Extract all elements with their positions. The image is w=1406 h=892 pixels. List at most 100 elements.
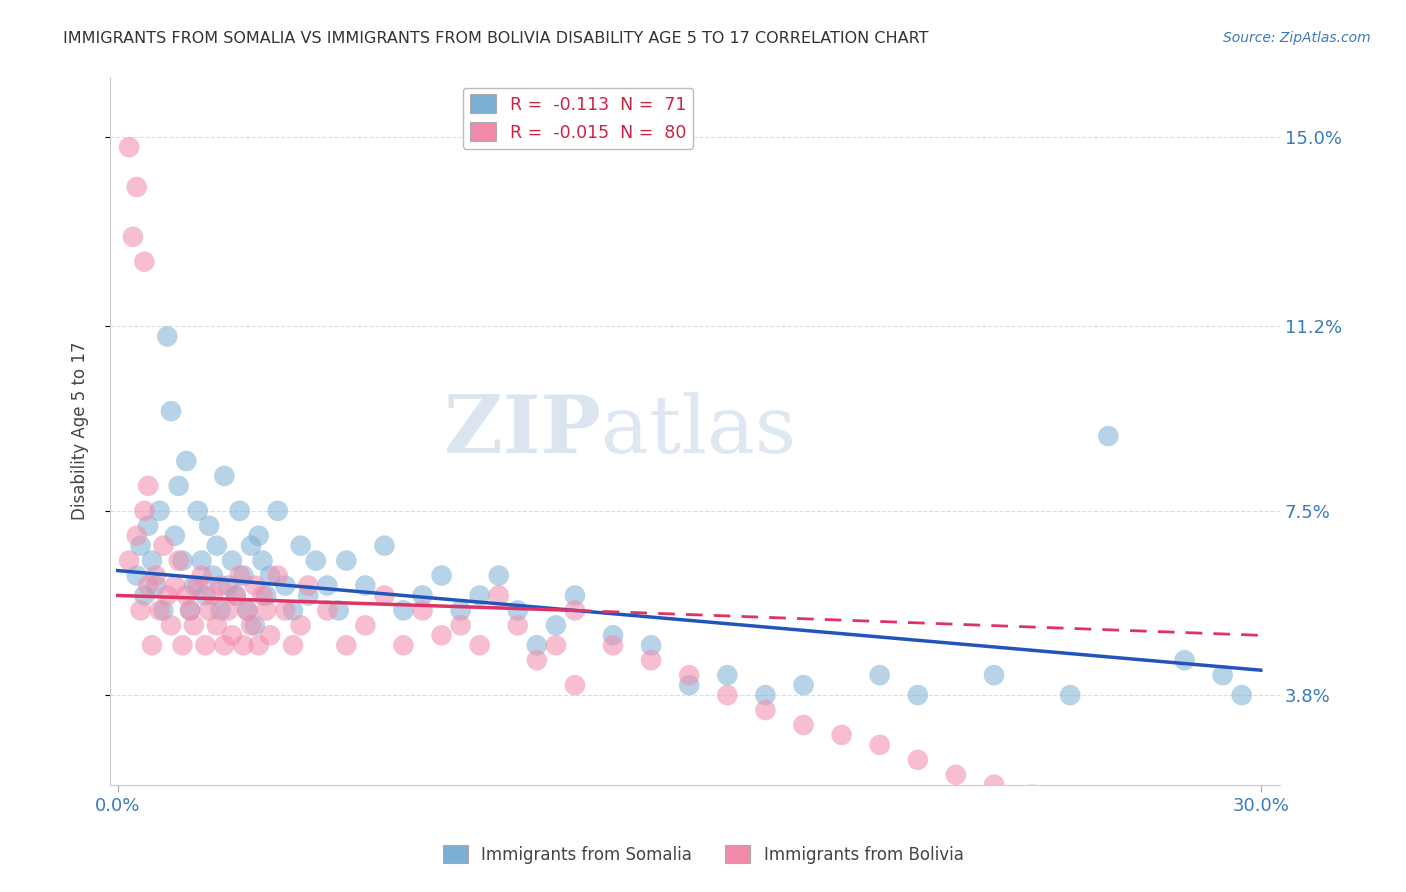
Point	[354, 618, 377, 632]
Point	[190, 568, 212, 582]
Point	[506, 603, 529, 617]
Point	[793, 718, 815, 732]
Y-axis label: Disability Age 5 to 17: Disability Age 5 to 17	[72, 342, 89, 520]
Point	[281, 603, 304, 617]
Point	[232, 638, 254, 652]
Point	[240, 618, 263, 632]
Point	[544, 618, 567, 632]
Point	[149, 603, 172, 617]
Point	[373, 589, 395, 603]
Point	[129, 539, 152, 553]
Point	[145, 578, 167, 592]
Point	[217, 603, 239, 617]
Point	[373, 539, 395, 553]
Point	[412, 589, 434, 603]
Point	[183, 578, 205, 592]
Point	[907, 753, 929, 767]
Point	[564, 603, 586, 617]
Point	[129, 603, 152, 617]
Point	[335, 553, 357, 567]
Point	[983, 778, 1005, 792]
Point	[526, 653, 548, 667]
Point	[468, 589, 491, 603]
Point	[187, 578, 209, 592]
Point	[167, 553, 190, 567]
Point	[243, 618, 266, 632]
Point	[793, 678, 815, 692]
Point	[198, 603, 221, 617]
Point	[134, 589, 156, 603]
Point	[907, 688, 929, 702]
Point	[190, 553, 212, 567]
Point	[136, 479, 159, 493]
Point	[328, 603, 350, 617]
Text: atlas: atlas	[602, 392, 796, 470]
Point	[450, 618, 472, 632]
Point	[252, 589, 274, 603]
Point	[1059, 803, 1081, 817]
Point	[297, 589, 319, 603]
Point	[564, 678, 586, 692]
Point	[125, 529, 148, 543]
Point	[983, 668, 1005, 682]
Point	[392, 603, 415, 617]
Point	[174, 589, 197, 603]
Point	[125, 568, 148, 582]
Point	[194, 589, 217, 603]
Point	[141, 553, 163, 567]
Point	[392, 638, 415, 652]
Point	[1097, 429, 1119, 443]
Point	[259, 568, 281, 582]
Point	[243, 578, 266, 592]
Point	[136, 578, 159, 592]
Point	[247, 638, 270, 652]
Point	[274, 603, 297, 617]
Point	[201, 568, 224, 582]
Point	[1059, 688, 1081, 702]
Point	[526, 638, 548, 652]
Point	[716, 668, 738, 682]
Point	[221, 553, 243, 567]
Point	[1230, 688, 1253, 702]
Point	[149, 504, 172, 518]
Point	[118, 553, 141, 567]
Point	[160, 404, 183, 418]
Point	[754, 703, 776, 717]
Point	[205, 539, 228, 553]
Point	[247, 529, 270, 543]
Point	[1097, 817, 1119, 831]
Point	[228, 568, 250, 582]
Point	[1173, 653, 1195, 667]
Point	[1230, 863, 1253, 877]
Point	[179, 603, 201, 617]
Point	[172, 638, 194, 652]
Point	[236, 603, 259, 617]
Point	[125, 180, 148, 194]
Point	[945, 768, 967, 782]
Point	[678, 678, 700, 692]
Point	[134, 254, 156, 268]
Point	[228, 504, 250, 518]
Point	[221, 628, 243, 642]
Point	[831, 728, 853, 742]
Point	[564, 589, 586, 603]
Point	[544, 638, 567, 652]
Point	[183, 618, 205, 632]
Point	[1212, 853, 1234, 867]
Point	[254, 603, 277, 617]
Point	[163, 529, 186, 543]
Point	[205, 618, 228, 632]
Point	[145, 568, 167, 582]
Point	[316, 578, 339, 592]
Point	[506, 618, 529, 632]
Point	[1135, 828, 1157, 842]
Point	[152, 603, 174, 617]
Point	[281, 638, 304, 652]
Point	[179, 603, 201, 617]
Point	[187, 504, 209, 518]
Point	[678, 668, 700, 682]
Point	[236, 603, 259, 617]
Point	[412, 603, 434, 617]
Point	[602, 638, 624, 652]
Point	[240, 539, 263, 553]
